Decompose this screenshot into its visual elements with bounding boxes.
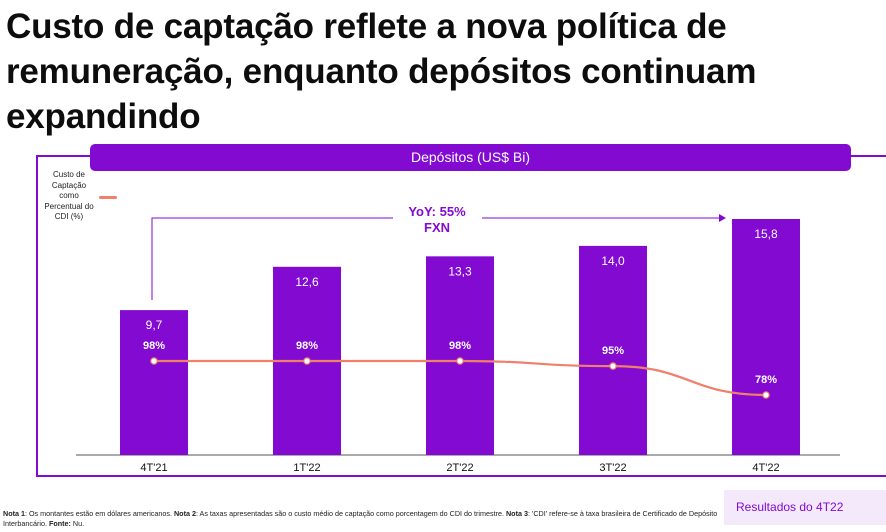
note2-label: Nota 2 — [173, 509, 196, 518]
x-tick-label-2: 2T'22 — [446, 462, 473, 474]
yoy-label: YoY: 55% — [408, 204, 466, 219]
bar-0 — [120, 310, 188, 455]
yoy-arrowhead — [719, 214, 726, 222]
note2-text: : As taxas apresentadas são o custo médi… — [195, 509, 506, 518]
yoy-arrow-left — [151, 217, 393, 300]
slide-title: Custo de captação reflete a nova polític… — [6, 7, 757, 136]
bar-value-label-3: 14,0 — [601, 254, 625, 268]
chart-title: Depósitos (US$ Bi) — [90, 144, 851, 171]
results-badge: Resultados do 4T22 — [724, 490, 886, 525]
cdi-value-label-1: 98% — [296, 340, 318, 352]
cdi-point-4 — [762, 391, 770, 399]
cdi-value-label-3: 95% — [602, 345, 624, 357]
cdi-point-0 — [150, 357, 158, 365]
note1-text: : Os montantes estão em dólares american… — [24, 509, 174, 518]
bar-3 — [579, 245, 647, 455]
bar-value-label-0: 9,7 — [146, 318, 163, 332]
note3-label: Nota 3 — [505, 509, 528, 518]
cdi-value-label-2: 98% — [449, 340, 471, 352]
cdi-point-1 — [303, 357, 311, 365]
bar-value-label-1: 12,6 — [295, 275, 319, 289]
bar-value-label-2: 13,3 — [448, 264, 472, 278]
bar-2 — [426, 256, 494, 455]
x-tick-label-1: 1T'22 — [293, 462, 320, 474]
cdi-point-3 — [609, 362, 617, 370]
source-text: Nu. — [70, 518, 85, 528]
cdi-point-2 — [456, 357, 464, 365]
legend-swatch — [99, 196, 117, 199]
bar-4 — [732, 219, 800, 455]
footnote: Nota 1: Os montantes estão em dólares am… — [3, 509, 723, 528]
legend-label: Custo de Captação como Percentual do CDI… — [44, 170, 94, 221]
cdi-value-label-0: 98% — [143, 340, 165, 352]
note1-label: Nota 1 — [3, 509, 25, 518]
note3-text: : 'CDI' refere-se à taxa brasileira de C… — [3, 509, 718, 528]
cdi-value-label-4: 78% — [755, 374, 777, 386]
yoy-sublabel: FXN — [424, 220, 450, 235]
x-tick-label-0: 4T'21 — [140, 462, 167, 474]
bar-value-label-4: 15,8 — [754, 227, 778, 241]
x-tick-label-4: 4T'22 — [752, 462, 779, 474]
deposits-chart: YoY: 55%FXN 9,7 4T'21 12,6 1T'22 13,3 2T'22 14,… — [76, 204, 840, 474]
source-label: Fonte: — [48, 518, 71, 528]
x-tick-label-3: 3T'22 — [599, 462, 626, 474]
